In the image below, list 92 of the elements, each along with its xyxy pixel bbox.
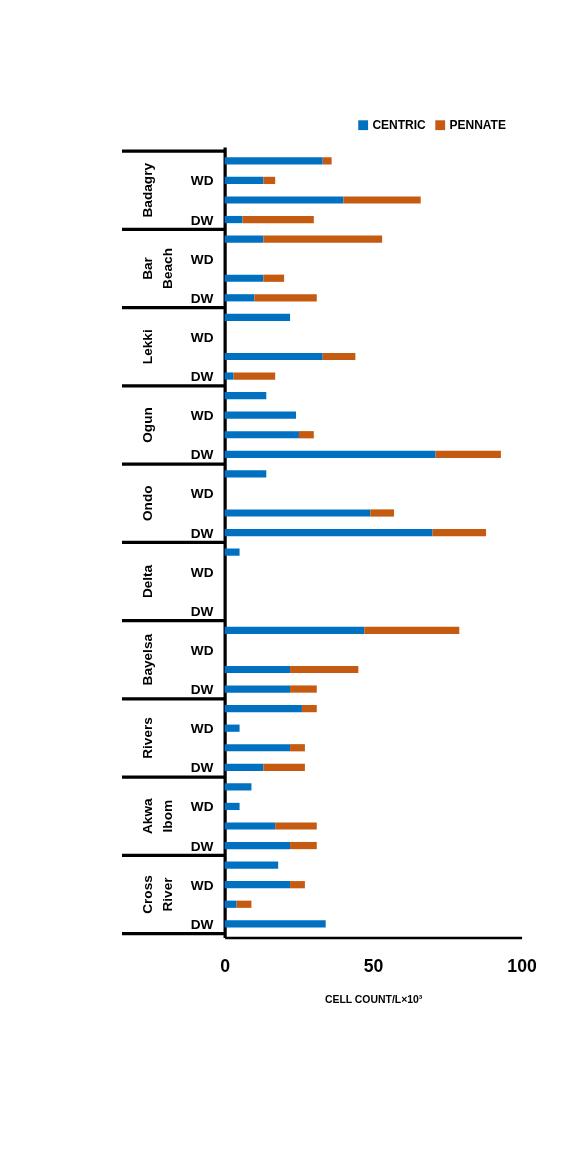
text: Cross River	[140, 874, 175, 914]
bar	[263, 763, 305, 771]
bar	[224, 705, 302, 713]
text: Bayelsa	[140, 633, 156, 686]
bar	[242, 215, 314, 224]
bar	[224, 724, 240, 732]
y-tick-label: DW	[190, 447, 214, 463]
text: Ogun	[140, 407, 156, 443]
y-tick-label: WD	[190, 486, 214, 502]
bar	[224, 685, 291, 693]
bar	[224, 861, 279, 869]
bar	[224, 176, 264, 185]
bar	[263, 176, 276, 185]
text: Delta	[140, 564, 156, 599]
bar	[224, 274, 264, 282]
y-tick-label: DW	[190, 760, 214, 776]
y-tick-label: WD	[190, 251, 214, 267]
y-tick-label: DW	[190, 603, 214, 619]
bar	[224, 509, 371, 517]
bar	[236, 900, 252, 908]
bar	[224, 470, 267, 478]
bar	[224, 392, 267, 400]
bar	[224, 626, 365, 634]
bar	[224, 313, 291, 321]
bar	[224, 196, 344, 204]
bar	[290, 665, 359, 674]
bar	[224, 548, 240, 556]
bar	[224, 431, 299, 439]
x-tick-label: 100	[507, 955, 537, 976]
bar	[290, 841, 317, 850]
y-tick-label: WD	[190, 642, 214, 658]
bar	[370, 509, 394, 517]
legend-label: PENNATE	[449, 118, 506, 133]
y-tick-label: WD	[190, 799, 214, 815]
bar	[322, 157, 332, 165]
text: Rivers	[140, 716, 156, 759]
bar	[224, 900, 237, 908]
y-tick-label: WD	[190, 329, 214, 345]
y-tick-label: DW	[190, 290, 214, 306]
y-tick-label: WD	[190, 564, 214, 580]
x-tick-label: 50	[363, 955, 384, 976]
text: Ondo	[140, 485, 156, 521]
text: Bar Beach	[140, 248, 175, 289]
bar	[343, 196, 421, 204]
y-tick-label: WD	[190, 721, 214, 737]
bar	[224, 881, 291, 889]
bar	[224, 372, 234, 380]
y-tick-label: WD	[190, 877, 214, 893]
bar	[224, 822, 276, 830]
bar	[224, 294, 255, 302]
bar	[290, 685, 317, 693]
y-tick-label: WD	[190, 173, 214, 189]
bar	[263, 274, 285, 282]
y-tick-label: DW	[190, 212, 214, 228]
bar	[301, 705, 317, 713]
bar	[224, 528, 433, 537]
bar	[435, 450, 501, 458]
bar	[224, 783, 252, 791]
bar	[224, 920, 326, 928]
y-tick-label: DW	[190, 838, 214, 854]
y-tick-label: DW	[190, 682, 214, 698]
bar	[224, 744, 291, 752]
bar	[275, 822, 317, 830]
bar	[233, 372, 276, 380]
bar	[224, 352, 323, 361]
bar	[224, 665, 291, 674]
bar	[290, 881, 305, 889]
bar	[263, 235, 383, 243]
y-tick-label: DW	[190, 369, 214, 385]
x-axis-title: CELL COUNT/L×10³	[324, 994, 423, 1006]
y-tick-label: WD	[190, 408, 214, 424]
text: Badagry	[140, 162, 156, 218]
bar	[432, 528, 487, 537]
bar	[290, 744, 305, 752]
bar	[254, 294, 317, 302]
bar	[224, 450, 436, 458]
text: Lekki	[140, 329, 156, 365]
bar	[298, 431, 314, 439]
bar	[224, 157, 323, 165]
y-tick-label: DW	[190, 916, 214, 932]
bar	[224, 802, 240, 811]
bar	[224, 411, 296, 419]
bar	[224, 763, 264, 771]
bar	[322, 352, 356, 361]
bar	[224, 235, 264, 243]
legend-label: CENTRIC	[372, 118, 427, 133]
x-tick-label: 0	[220, 955, 231, 976]
bar	[224, 215, 243, 224]
text: Akwa Ibom	[140, 798, 175, 835]
bar	[364, 626, 460, 634]
bar	[224, 841, 291, 850]
y-tick-label: DW	[190, 525, 214, 541]
